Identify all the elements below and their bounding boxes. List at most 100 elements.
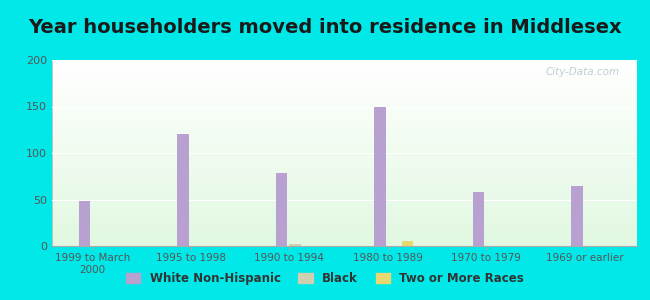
- Bar: [402, 241, 413, 246]
- Bar: [52, 146, 637, 147]
- Bar: [52, 151, 637, 152]
- Bar: [52, 237, 637, 238]
- Bar: [52, 160, 637, 161]
- Bar: [52, 187, 637, 188]
- Bar: [52, 138, 637, 139]
- Bar: [52, 115, 637, 116]
- Bar: [52, 130, 637, 131]
- Bar: [52, 140, 637, 141]
- Bar: [52, 172, 637, 173]
- Bar: [52, 219, 637, 220]
- Bar: [52, 177, 637, 178]
- Bar: [52, 123, 637, 124]
- Bar: [52, 211, 637, 212]
- Bar: [52, 105, 637, 106]
- Bar: [52, 89, 637, 90]
- Bar: [52, 209, 637, 210]
- Bar: [52, 184, 637, 185]
- Bar: [52, 223, 637, 224]
- Bar: [52, 217, 637, 218]
- Bar: [52, 197, 637, 198]
- Bar: [52, 150, 637, 151]
- Bar: [52, 106, 637, 107]
- Bar: [52, 118, 637, 119]
- Bar: [52, 173, 637, 174]
- Bar: [52, 233, 637, 234]
- Bar: [52, 193, 637, 194]
- Bar: [52, 100, 637, 101]
- Bar: [52, 139, 637, 140]
- Bar: [52, 203, 637, 204]
- Bar: [52, 225, 637, 226]
- Bar: [52, 238, 637, 239]
- Bar: [52, 74, 637, 75]
- Bar: [52, 167, 637, 168]
- Bar: [52, 88, 637, 89]
- Bar: [52, 75, 637, 76]
- Bar: [177, 134, 189, 246]
- Bar: [52, 236, 637, 237]
- Bar: [52, 214, 637, 215]
- Bar: [52, 103, 637, 104]
- Bar: [52, 204, 637, 205]
- Bar: [52, 64, 637, 66]
- Bar: [52, 199, 637, 200]
- Bar: [52, 70, 637, 71]
- Bar: [52, 206, 637, 207]
- Bar: [52, 135, 637, 136]
- Bar: [52, 242, 637, 243]
- Bar: [52, 83, 637, 84]
- Bar: [52, 97, 637, 98]
- Bar: [52, 63, 637, 64]
- Bar: [52, 73, 637, 74]
- Bar: [52, 218, 637, 219]
- Bar: [52, 117, 637, 118]
- Bar: [52, 163, 637, 164]
- Bar: [52, 182, 637, 183]
- Bar: [52, 212, 637, 214]
- Bar: [52, 148, 637, 149]
- Bar: [52, 149, 637, 150]
- Bar: [52, 232, 637, 233]
- Bar: [52, 127, 637, 128]
- Bar: [52, 208, 637, 209]
- Bar: [571, 185, 583, 246]
- Bar: [52, 124, 637, 125]
- Bar: [52, 178, 637, 179]
- Bar: [289, 244, 301, 246]
- Bar: [52, 81, 637, 82]
- Bar: [52, 128, 637, 129]
- Bar: [276, 173, 287, 246]
- Bar: [52, 161, 637, 162]
- Bar: [52, 205, 637, 206]
- Bar: [52, 192, 637, 193]
- Bar: [52, 71, 637, 72]
- Bar: [52, 136, 637, 137]
- Bar: [52, 142, 637, 143]
- Bar: [52, 90, 637, 91]
- Bar: [52, 238, 637, 239]
- Bar: [52, 143, 637, 144]
- Bar: [52, 227, 637, 228]
- Bar: [52, 133, 637, 134]
- Bar: [52, 155, 637, 156]
- Bar: [52, 118, 637, 119]
- Bar: [52, 235, 637, 236]
- Bar: [52, 191, 637, 192]
- Bar: [52, 84, 637, 85]
- Bar: [52, 207, 637, 208]
- Bar: [52, 112, 637, 113]
- Bar: [52, 108, 637, 109]
- Bar: [52, 76, 637, 77]
- Bar: [52, 220, 637, 221]
- Bar: [52, 234, 637, 235]
- Bar: [52, 168, 637, 169]
- Bar: [52, 226, 637, 227]
- Bar: [52, 91, 637, 92]
- Bar: [52, 166, 637, 167]
- Bar: [52, 92, 637, 94]
- Bar: [52, 78, 637, 79]
- Bar: [52, 77, 637, 78]
- Bar: [52, 174, 637, 175]
- Bar: [52, 60, 637, 61]
